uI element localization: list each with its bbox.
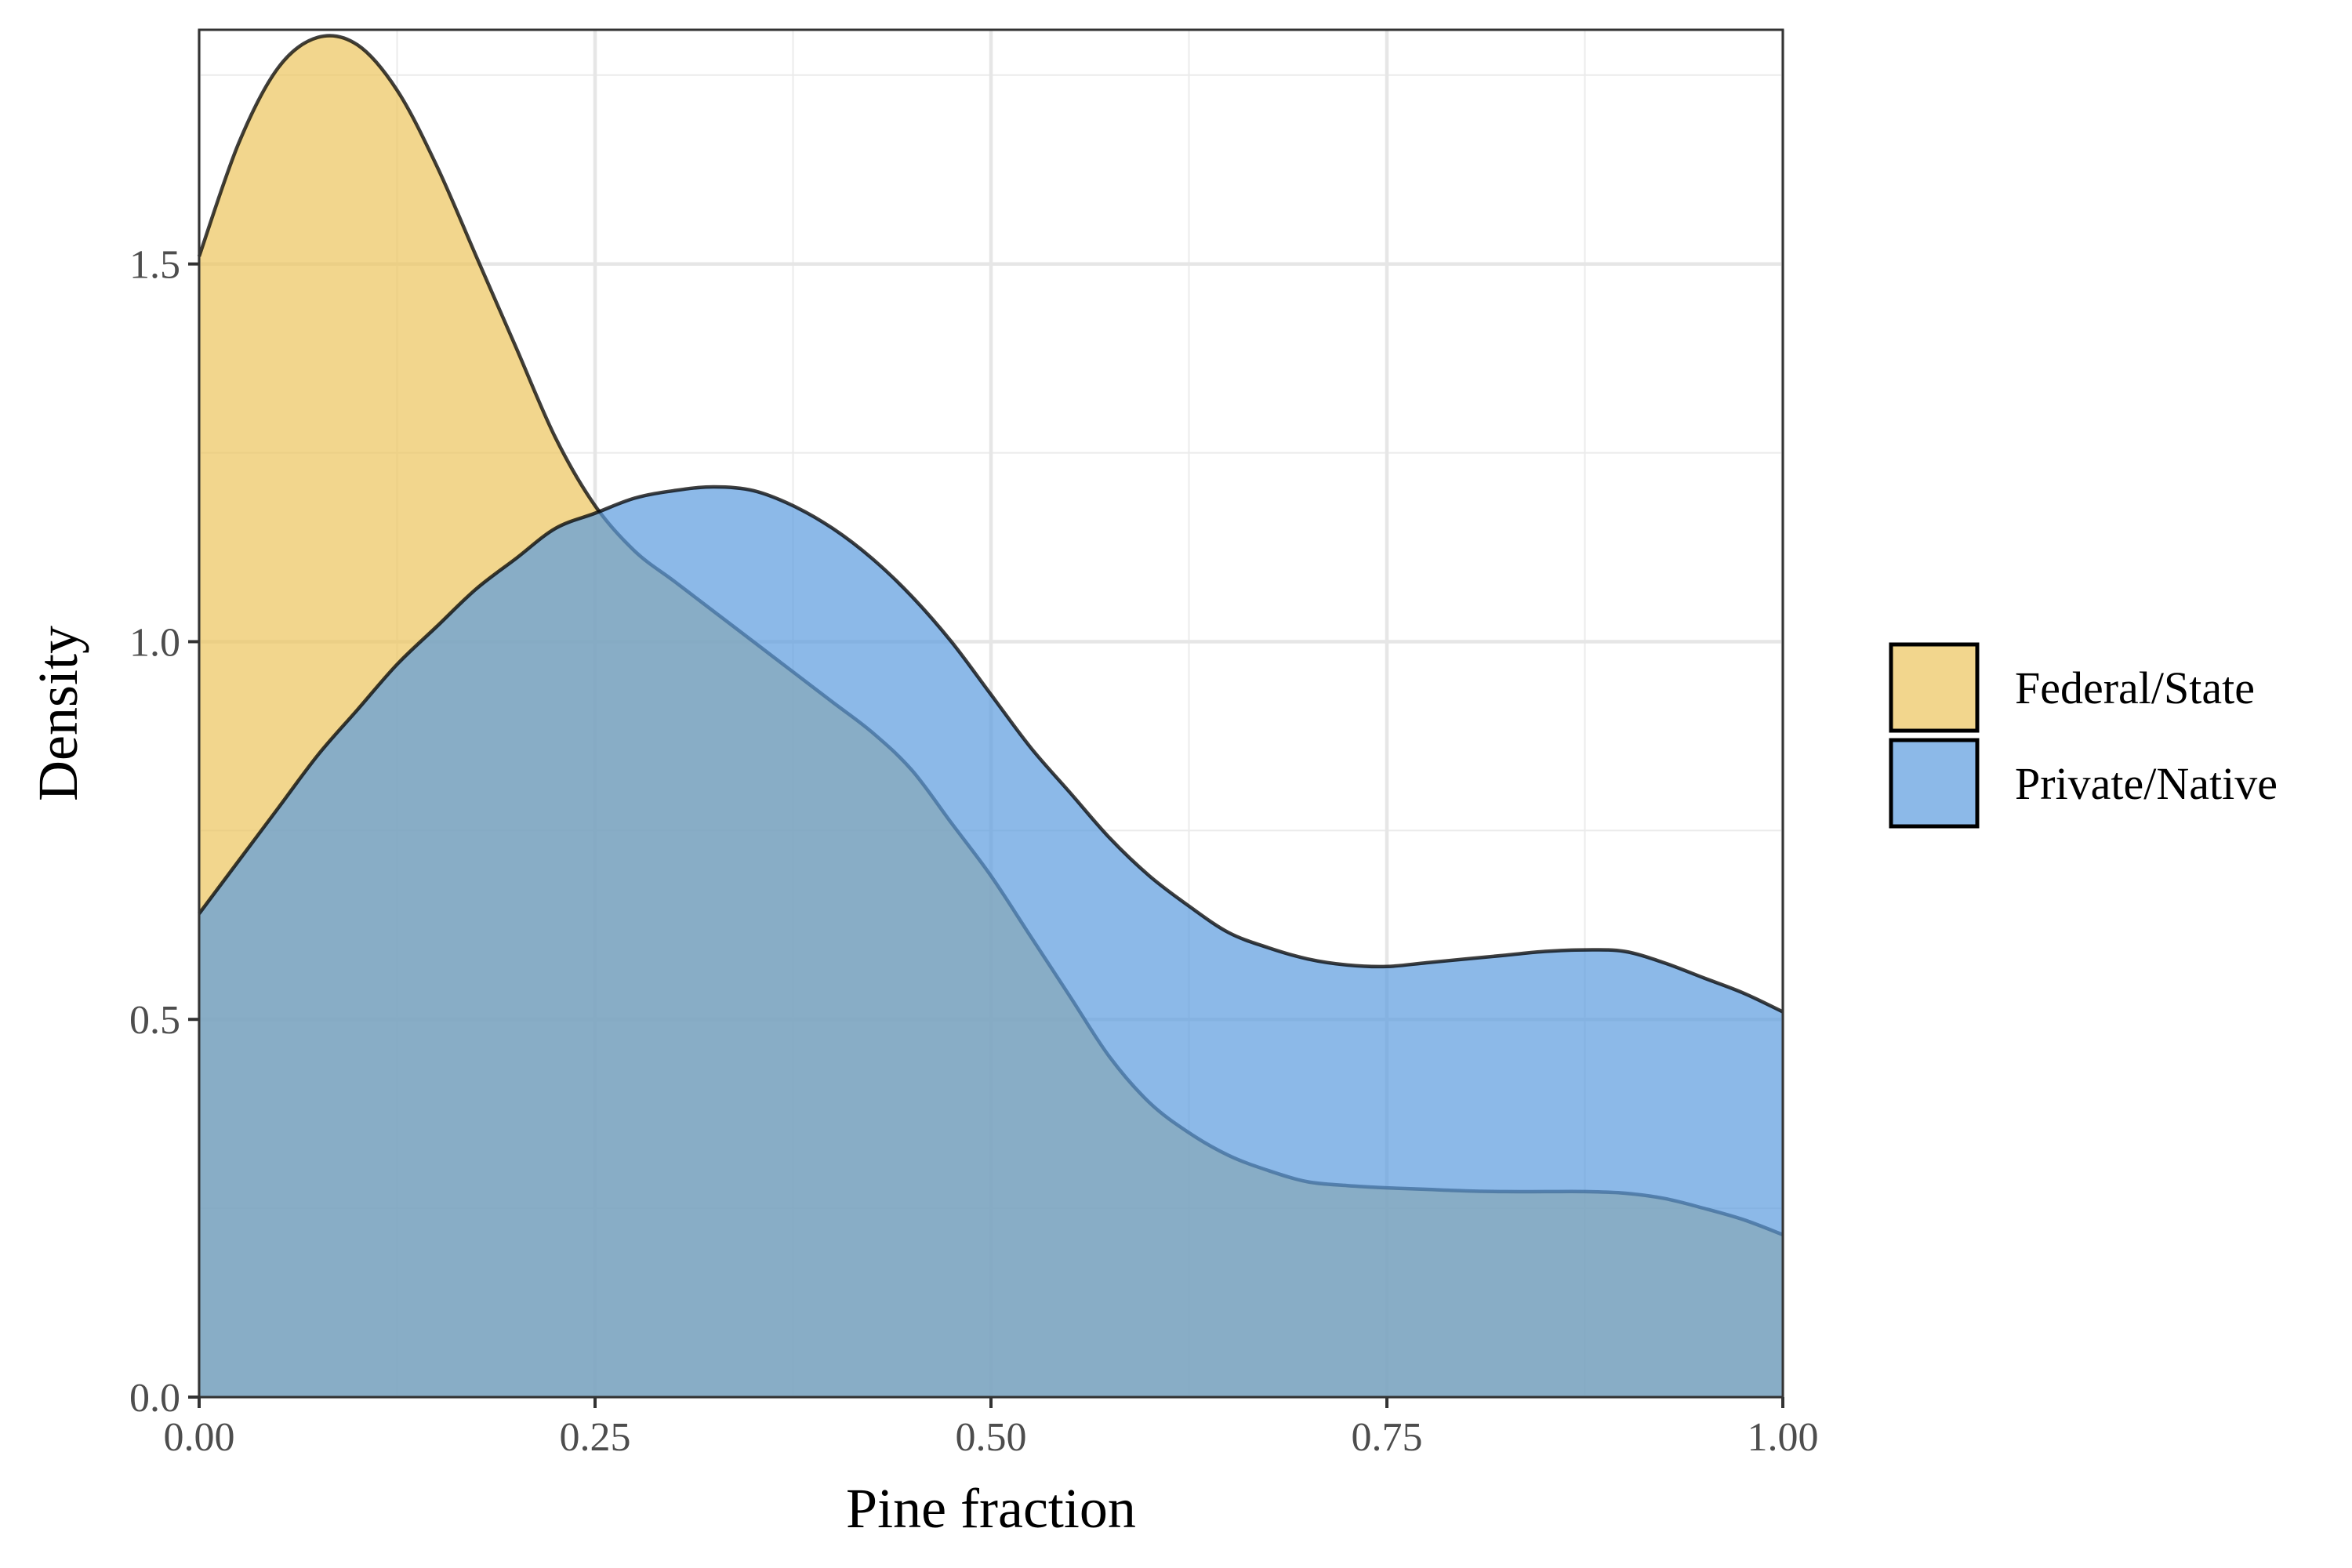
y-tick-label: 1.5: [129, 243, 180, 288]
y-tick-label: 1.0: [129, 620, 180, 665]
axes: 0.00 0.25 0.50 0.75 1.00 0.0 0.5 1.0 1.5: [129, 243, 1819, 1460]
density-areas: [197, 34, 1784, 1398]
legend: Federal/State Private/Native: [1889, 642, 2278, 829]
legend-key-private-native: [1889, 738, 1980, 829]
legend-label-private-native: Private/Native: [2015, 758, 2278, 809]
density-area-private-native: [199, 486, 1783, 1398]
x-tick-label: 0.50: [956, 1415, 1027, 1460]
y-axis-title: Density: [27, 626, 89, 801]
x-axis-title: Pine fraction: [846, 1477, 1136, 1540]
y-tick-label: 0.0: [129, 1376, 180, 1421]
x-tick-label: 1.00: [1748, 1415, 1819, 1460]
legend-key-federal-state: [1889, 642, 1980, 733]
legend-label-federal-state: Federal/State: [2015, 662, 2255, 713]
x-tick-label: 0.25: [560, 1415, 631, 1460]
y-tick-label: 0.5: [129, 998, 180, 1043]
x-tick-label: 0.75: [1352, 1415, 1423, 1460]
x-tick-label: 0.00: [164, 1415, 235, 1460]
density-line-private-native: [198, 485, 1784, 1014]
